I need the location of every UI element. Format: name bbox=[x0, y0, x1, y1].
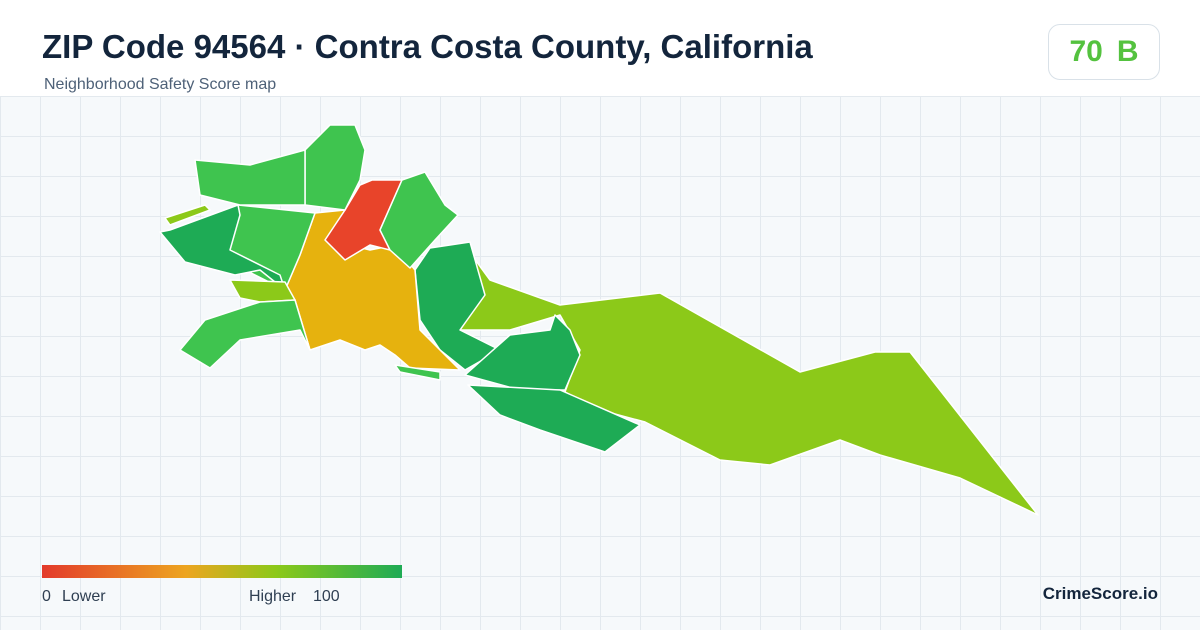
legend-min-label: Lower bbox=[62, 588, 106, 605]
region bbox=[394, 364, 441, 381]
header bbox=[0, 0, 1200, 96]
region bbox=[304, 124, 366, 211]
brand: CrimeScore.io bbox=[1042, 584, 1158, 603]
region bbox=[467, 384, 641, 453]
legend-min: 0 bbox=[42, 588, 51, 605]
score: 70 bbox=[1069, 35, 1103, 68]
region bbox=[194, 149, 306, 206]
region bbox=[414, 241, 501, 371]
region bbox=[284, 209, 461, 371]
region bbox=[179, 299, 311, 369]
score-badge: 70 B bbox=[1048, 24, 1160, 80]
legend-max-label: Higher bbox=[249, 588, 297, 605]
region bbox=[164, 204, 211, 226]
legend-gradient bbox=[42, 565, 402, 578]
legend-max: 100 bbox=[313, 588, 340, 605]
title: ZIP Code 94564 · Contra Costa County, Ca… bbox=[42, 28, 813, 65]
subtitle: Neighborhood Safety Score map bbox=[44, 76, 277, 93]
grade: B bbox=[1116, 35, 1139, 68]
region bbox=[459, 249, 1039, 516]
region bbox=[229, 279, 296, 303]
region bbox=[379, 171, 459, 269]
